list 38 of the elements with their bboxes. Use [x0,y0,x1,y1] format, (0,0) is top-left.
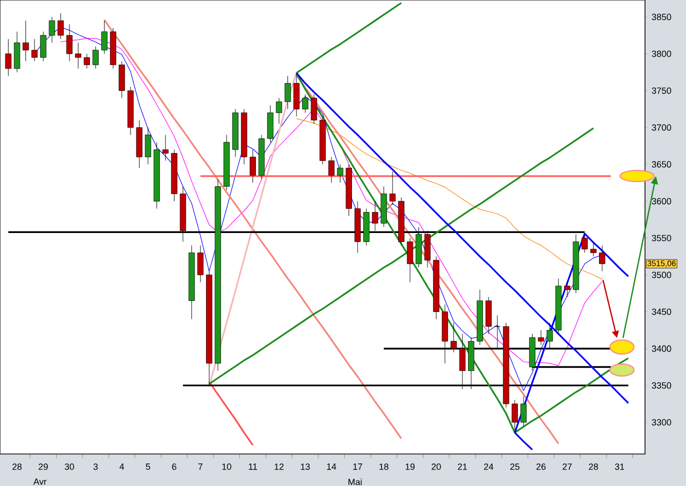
x-tick-label: 6 [172,464,176,470]
y-tick-label: 3600 [652,198,672,204]
x-tick-label: 21 [458,464,467,470]
x-tick-label: 7 [198,464,202,470]
y-tick-label: 3750 [652,87,672,94]
x-tick-label: 5 [146,464,150,470]
x-tick-label: 18 [380,464,388,470]
y-tick-label: 3550 [652,234,672,242]
y-tick-label: 3800 [652,50,672,57]
x-tick-label: 29 [38,464,48,470]
x-tick-label: 24 [484,464,494,470]
x-tick-label: 25 [510,464,520,470]
y-tick-label: 3350 [652,382,672,389]
y-tick-label: 3450 [652,308,672,315]
y-tick-label: 3850 [652,14,672,20]
x-tick-label: 3 [93,464,98,470]
x-tick-label: 28 [12,464,22,470]
y-tick-label: 3400 [652,345,672,352]
y-tick-label: 3650 [652,161,672,168]
x-tick-label: 20 [432,464,441,470]
x-tick-label: 27 [562,464,572,470]
x-tick-label: 30 [64,464,74,470]
x-tick-label: 14 [327,464,336,470]
y-tick-label: 3300 [652,419,672,426]
y-tick-label: 3700 [652,124,672,131]
x-tick-label: 17 [353,464,362,470]
text: Mai [348,478,362,486]
x-tick-label: 13 [300,464,310,470]
x-tick-label: 26 [536,464,546,470]
y-tick-label: 3500 [652,272,672,278]
x-tick-label: 11 [248,464,258,470]
x-tick-label: 12 [274,464,284,470]
x-tick-label: 10 [222,464,232,470]
text: Avr [33,478,47,485]
x-tick-label: 31 [614,464,624,470]
x-tick-label: 19 [406,464,415,470]
x-tick-label: 28 [588,464,598,470]
x-tick-label: 4 [120,464,124,470]
